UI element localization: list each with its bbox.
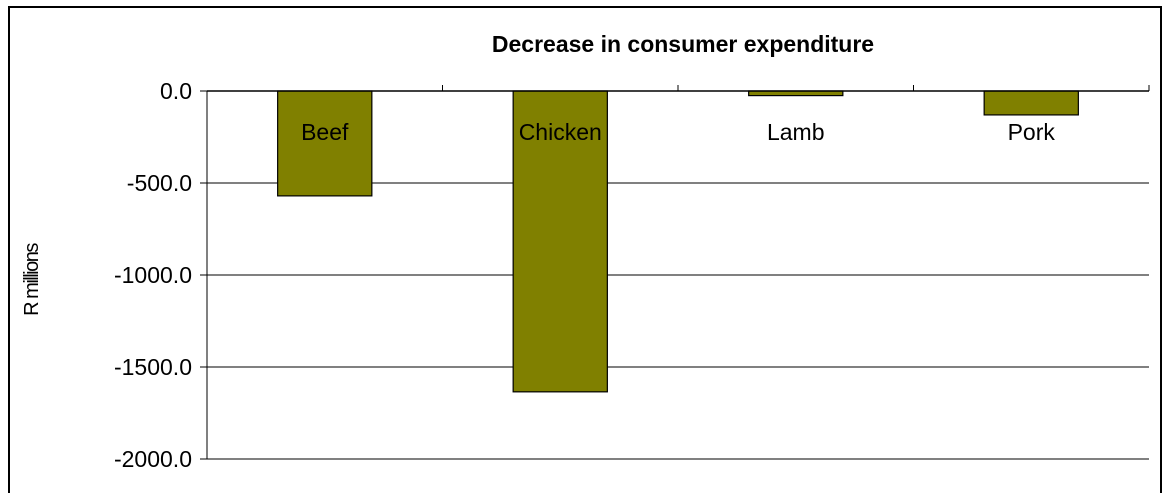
category-label-beef: Beef: [301, 119, 349, 145]
y-axis-label: R millions: [21, 243, 43, 316]
category-labels: Beef Chicken Lamb Pork: [301, 119, 1055, 145]
y-tick-label: -2000.0: [114, 446, 192, 472]
y-tick-label: -500.0: [127, 170, 192, 196]
chart-title: Decrease in consumer expenditure: [492, 31, 874, 57]
y-tick-label: 0.0: [160, 78, 192, 104]
bar-beef: [277, 90, 373, 197]
y-tick-label: -1000.0: [114, 262, 192, 288]
category-label-lamb: Lamb: [767, 119, 825, 145]
y-tick-labels: 0.0 -500.0 -1000.0 -1500.0 -2000.0: [114, 78, 192, 472]
category-label-chicken: Chicken: [519, 119, 602, 145]
bar-pork: [983, 90, 1079, 116]
category-label-pork: Pork: [1008, 119, 1056, 145]
bar-chicken: [512, 90, 608, 393]
y-tick-label: -1500.0: [114, 354, 192, 380]
axes: [200, 85, 1150, 460]
bars: [277, 90, 1079, 393]
